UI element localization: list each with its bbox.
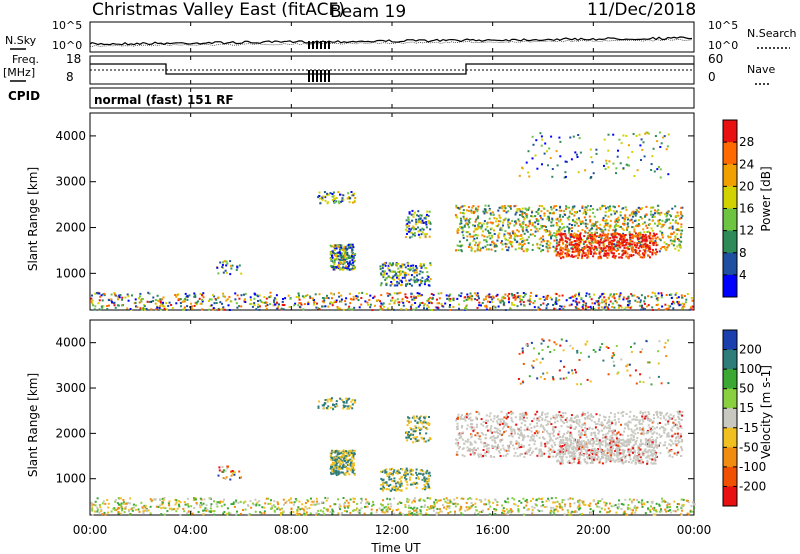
cpid-text: normal (fast) 151 RF xyxy=(94,93,234,107)
x-tick-label: 04:00 xyxy=(173,523,208,537)
cpid-label: CPID xyxy=(8,89,40,103)
power-scatter xyxy=(90,131,694,312)
colorbar-tick-label: 15 xyxy=(739,401,754,415)
freq-unit-label: [MHz] xyxy=(3,66,35,79)
velocity-colorbar: 200 100 50 15 -15 -50 -100 -200 xyxy=(722,329,766,507)
colorbar-swatch xyxy=(723,466,737,487)
nsearch-tick-top: 10^5 xyxy=(708,19,738,32)
nsky-tick-bottom: 10^0 xyxy=(52,39,82,52)
beam-label: Beam 19 xyxy=(330,2,406,22)
freq-panel: Freq. [MHz] 18 8 60 0 Nave xyxy=(3,52,775,85)
colorbar-swatch xyxy=(723,369,737,390)
velocity-colorbar-label: Velocity [m s-1] xyxy=(759,365,773,459)
colorbar-swatch xyxy=(723,164,737,187)
colorbar-swatch xyxy=(723,274,737,298)
noise-traces xyxy=(89,36,693,49)
colorbar-swatch xyxy=(723,447,737,468)
nsearch-tick-bottom: 10^0 xyxy=(708,39,738,52)
velocity-ylabel: Slant Range [km] xyxy=(26,373,40,477)
y-tick-label: 2000 xyxy=(55,426,86,440)
colorbar-tick-label: 200 xyxy=(739,343,762,357)
freq-label: Freq. xyxy=(12,53,39,66)
colorbar-swatch xyxy=(723,120,737,143)
colorbar-tick-label: 28 xyxy=(739,135,754,149)
colorbar-swatch xyxy=(723,230,737,254)
colorbar-tick-label: -100 xyxy=(739,460,766,474)
nsky-label: N.Sky xyxy=(5,34,37,47)
colorbar-tick-label: 20 xyxy=(739,179,754,193)
colorbar-tick-label: -15 xyxy=(739,421,759,435)
colorbar-tick-label: 50 xyxy=(739,382,754,396)
colorbar-tick-label: 4 xyxy=(739,268,747,282)
x-tick-label: 00:00 xyxy=(73,523,108,537)
colorbar-tick-label: 8 xyxy=(739,246,747,260)
velocity-scatter xyxy=(90,338,696,517)
power-colorbar: 28 24 20 16 12 8 4 xyxy=(722,119,754,298)
nsearch-label: N.Search xyxy=(747,27,797,40)
x-tick-label: 08:00 xyxy=(274,523,309,537)
colorbar-swatch xyxy=(723,142,737,165)
colorbar-tick-label: 12 xyxy=(739,224,754,238)
colorbar-tick-label: 24 xyxy=(739,157,754,171)
power-ylabel: Slant Range [km] xyxy=(26,167,40,271)
colorbar-swatch xyxy=(723,349,737,370)
cpid-panel: CPID normal (fast) 151 RF xyxy=(8,87,695,109)
power-panel: 4000 3000 2000 1000 Slant Range [km] 28 24 20… xyxy=(26,112,773,312)
colorbar-tick-label: 16 xyxy=(739,202,754,216)
colorbar-swatch xyxy=(723,408,737,429)
noise-panel: N.Sky 10^5 10^0 10^5 10^0 N.Search xyxy=(5,19,797,53)
nave-label: Nave xyxy=(747,63,775,76)
power-y-ticks: 4000 3000 2000 1000 xyxy=(55,129,694,280)
y-tick-label: 1000 xyxy=(55,266,86,280)
freq-tick-top: 18 xyxy=(66,52,81,66)
colorbar-swatch xyxy=(723,208,737,232)
y-tick-label: 3000 xyxy=(55,381,86,395)
colorbar-tick-label: -200 xyxy=(739,479,766,493)
x-axis-ticks: 00:00 04:00 08:00 12:00 16:00 20:00 00:00 xyxy=(73,22,712,537)
colorbar-tick-label: 100 xyxy=(739,362,762,376)
y-tick-label: 4000 xyxy=(55,129,86,143)
y-tick-label: 2000 xyxy=(55,221,86,235)
station-title: Christmas Valley East (fitACF) xyxy=(92,0,345,20)
colorbar-swatch xyxy=(723,330,737,351)
x-tick-label: 16:00 xyxy=(475,523,510,537)
colorbar-tick-label: -50 xyxy=(739,440,759,454)
x-tick-label: 20:00 xyxy=(576,523,611,537)
velocity-y-ticks: 4000 3000 2000 1000 xyxy=(55,336,694,486)
x-axis-label: Time UT xyxy=(370,541,421,554)
colorbar-swatch xyxy=(723,427,737,448)
nave-tick-top: 60 xyxy=(708,52,723,66)
velocity-panel: 4000 3000 2000 1000 Slant Range [km] 200 100… xyxy=(26,319,773,517)
power-colorbar-label: Power [dB] xyxy=(759,166,773,231)
date-label: 11/Dec/2018 xyxy=(587,0,696,20)
freq-tick-bottom: 8 xyxy=(66,70,74,84)
colorbar-swatch xyxy=(723,186,737,209)
colorbar-swatch xyxy=(723,388,737,409)
x-tick-label: 12:00 xyxy=(375,523,410,537)
x-tick-label: 00:00 xyxy=(677,523,712,537)
y-tick-label: 3000 xyxy=(55,175,86,189)
colorbar-swatch xyxy=(723,252,737,276)
y-tick-label: 4000 xyxy=(55,336,86,350)
nsky-tick-top: 10^5 xyxy=(52,19,82,32)
y-tick-label: 1000 xyxy=(55,472,86,486)
colorbar-swatch xyxy=(723,486,737,507)
freq-traces xyxy=(90,63,694,82)
nave-tick-bottom: 0 xyxy=(708,70,716,84)
